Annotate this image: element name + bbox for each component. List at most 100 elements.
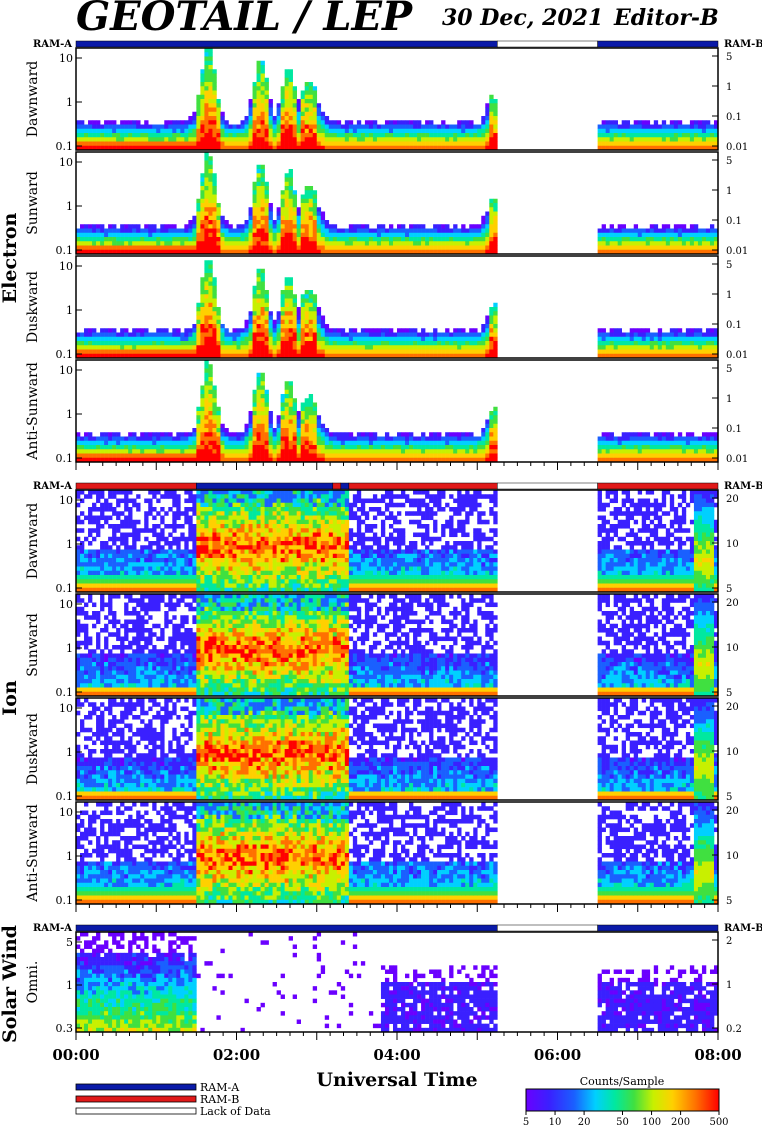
spectrogram-cell xyxy=(248,428,253,433)
spectrogram-cell xyxy=(144,128,149,134)
spectrogram-cell xyxy=(597,328,602,333)
spectrogram-cell xyxy=(124,436,129,442)
spectrogram-cell xyxy=(88,232,93,238)
spectrogram-cell xyxy=(300,141,306,147)
spectrogram-cell xyxy=(144,341,149,346)
spectrogram-cell xyxy=(284,203,289,208)
spectrogram-cell xyxy=(673,345,679,350)
spectrogram-cell xyxy=(693,436,699,442)
spectrogram-cell xyxy=(284,116,289,121)
spectrogram-cell xyxy=(264,411,269,416)
spectrogram-cell xyxy=(124,445,129,450)
spectrogram-cell xyxy=(252,203,257,208)
spectrogram-cell xyxy=(288,298,293,304)
spectrogram-cell xyxy=(336,120,342,125)
spectrogram-cell xyxy=(340,245,346,251)
spectrogram-cell xyxy=(336,449,342,454)
spectrogram-cell xyxy=(164,120,169,125)
spectrogram-cell xyxy=(216,111,221,117)
spectrogram-cell xyxy=(308,457,314,463)
spectrogram-cell xyxy=(96,494,101,499)
spectrogram-cell xyxy=(376,145,382,151)
spectrogram-cell xyxy=(208,111,213,117)
spectrogram-cell xyxy=(465,445,470,450)
spectrogram-cell xyxy=(653,120,659,125)
spectrogram-cell xyxy=(156,141,161,147)
spectrogram-cell xyxy=(188,245,193,251)
spectrogram-cell xyxy=(356,232,362,238)
spectrogram-cell xyxy=(184,249,189,255)
spectrogram-cell xyxy=(621,436,627,442)
spectrogram-cell xyxy=(677,345,683,350)
spectrogram-cell xyxy=(597,436,602,442)
spectrogram-cell xyxy=(316,415,322,420)
spectrogram-cell xyxy=(280,211,285,217)
spectrogram-cell xyxy=(116,583,121,589)
spectrogram-cell xyxy=(637,237,643,242)
spectrogram-cell xyxy=(300,94,306,100)
spectrogram-cell xyxy=(429,145,434,151)
spectrogram-cell xyxy=(116,490,121,495)
spectrogram-cell xyxy=(701,232,707,238)
spectrogram-cell xyxy=(489,353,494,359)
spectrogram-cell xyxy=(344,128,350,134)
spectrogram-cell xyxy=(100,124,105,130)
spectrogram-cell xyxy=(328,440,334,446)
spectrogram-cell xyxy=(264,457,269,463)
spectrogram-cell xyxy=(669,332,675,338)
spectrogram-cell xyxy=(116,449,121,454)
spectrogram-cell xyxy=(212,457,217,463)
spectrogram-cell xyxy=(244,328,249,333)
spectrogram-cell xyxy=(168,120,173,125)
spectrogram-cell xyxy=(208,285,213,291)
spectrogram-cell xyxy=(128,228,133,234)
spectrogram-cell xyxy=(445,133,450,138)
spectrogram-cell xyxy=(244,449,249,454)
spectrogram-cell xyxy=(112,332,117,338)
spectrogram-cell xyxy=(605,341,610,346)
spectrogram-cell xyxy=(409,137,414,142)
spectrogram-cell xyxy=(380,232,386,238)
spectrogram-cell xyxy=(445,124,450,130)
spectrogram-cell xyxy=(208,103,213,108)
spectrogram-cell xyxy=(296,423,301,429)
spectrogram-cell xyxy=(124,449,129,454)
spectrogram-cell xyxy=(168,432,173,437)
spectrogram-cell xyxy=(693,353,699,359)
spectrogram-cell xyxy=(248,440,253,446)
spectrogram-cell xyxy=(713,120,719,125)
spectrogram-cell xyxy=(296,107,301,113)
spectrogram-cell xyxy=(340,228,346,234)
spectrogram-cell xyxy=(469,432,474,437)
spectrogram-cell xyxy=(80,128,85,134)
spectrogram-cell xyxy=(296,103,301,108)
spectrogram-cell xyxy=(256,381,261,386)
spectrogram-cell xyxy=(657,128,663,134)
spectrogram-cell xyxy=(148,353,153,359)
spectrogram-cell xyxy=(356,120,362,125)
spectrogram-cell xyxy=(240,349,245,355)
spectrogram-cell xyxy=(465,345,470,350)
spectrogram-cell xyxy=(252,99,257,104)
spectrogram-cell xyxy=(196,137,201,142)
spectrogram-cell xyxy=(601,336,606,342)
spectrogram-cell xyxy=(296,349,301,355)
spectrogram-cell xyxy=(473,232,478,238)
spectrogram-cell xyxy=(320,349,326,355)
spectrogram-cell xyxy=(409,341,414,346)
spectrogram-cell xyxy=(168,341,173,346)
spectrogram-cell xyxy=(368,457,374,463)
spectrogram-cell xyxy=(92,515,97,521)
spectrogram-cell xyxy=(316,332,322,338)
spectrogram-cell xyxy=(252,402,257,408)
spectrogram-cell xyxy=(172,436,177,442)
spectrogram-cell xyxy=(204,56,209,62)
spectrogram-cell xyxy=(481,428,486,433)
spectrogram-cell xyxy=(212,453,217,459)
spectrogram-cell xyxy=(701,341,707,346)
spectrogram-cell xyxy=(441,241,446,246)
spectrogram-cell xyxy=(184,328,189,333)
spectrogram-cell xyxy=(248,245,253,251)
spectrogram-cell xyxy=(296,211,301,217)
spectrogram-cell xyxy=(364,137,370,142)
